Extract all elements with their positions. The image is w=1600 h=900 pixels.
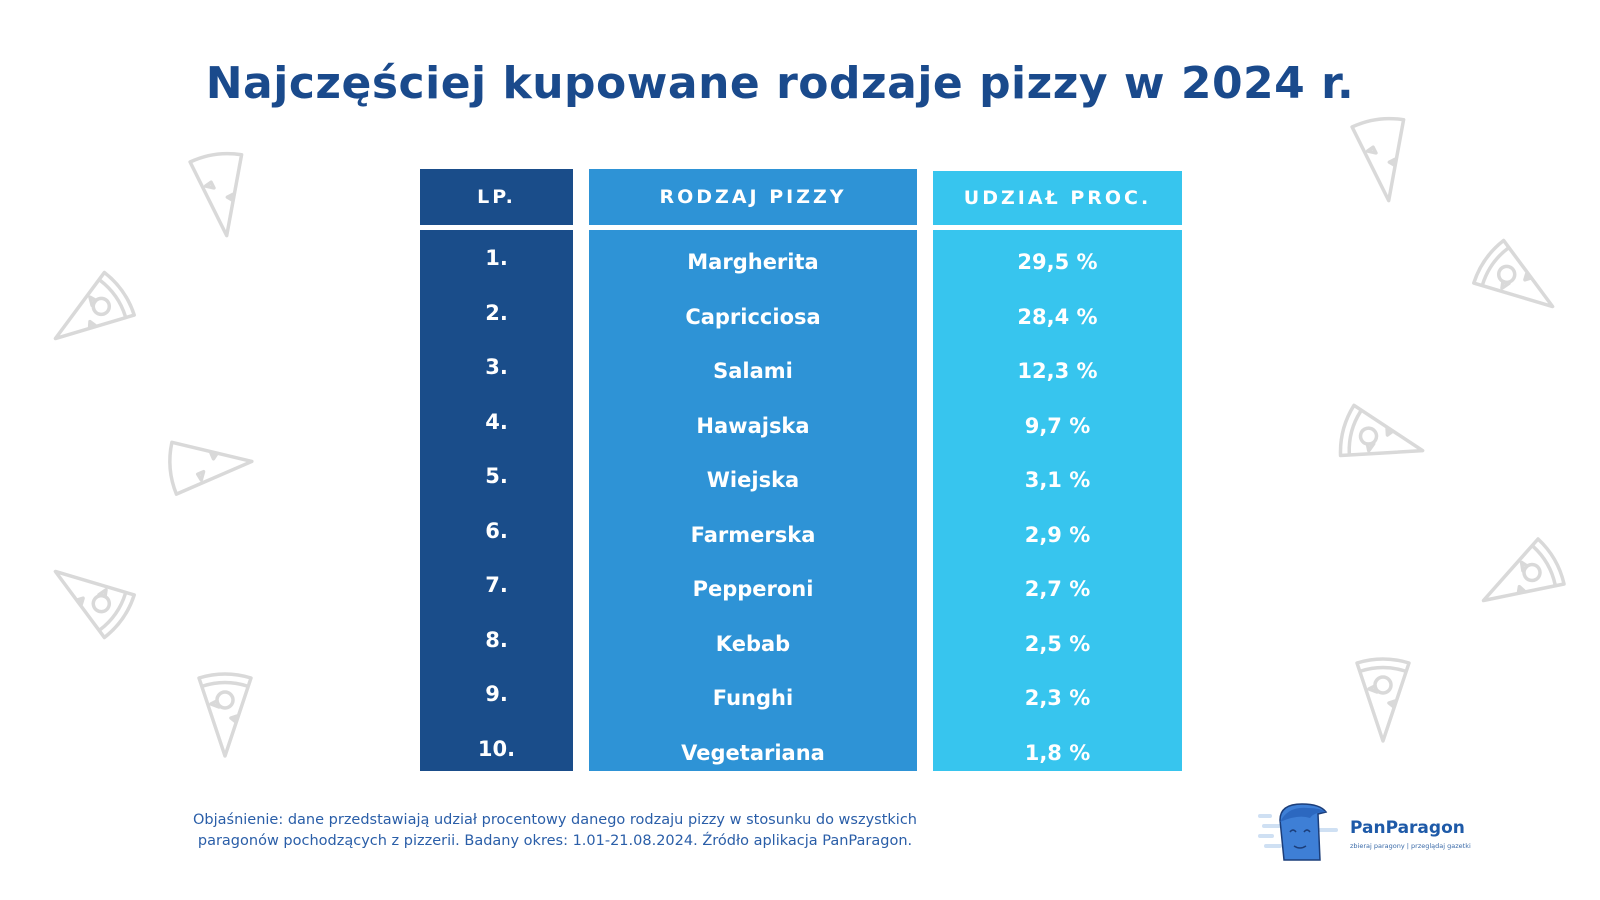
rank-cell: 2.: [485, 300, 508, 325]
pizza-slice-icon: [26, 532, 151, 657]
pizza-name-cell: Kebab: [715, 631, 791, 656]
pizza-name-cell: Capricciosa: [685, 304, 821, 329]
rank-cell: 3.: [485, 355, 508, 379]
share-cell: 2,9 %: [1024, 522, 1091, 547]
pizza-slice-icon: [170, 144, 272, 246]
pizza-name-cell: Farmerska: [690, 522, 816, 547]
pizza-name-cell: Hawajska: [696, 413, 810, 438]
pizza-slice-icon: [26, 252, 151, 377]
pizza-name-cell: Wiejska: [706, 468, 800, 492]
pizza-slice-icon: [1338, 655, 1428, 745]
pizza-slice-icon: [180, 670, 270, 760]
share-cell: 3,1 %: [1024, 468, 1091, 492]
pizza-name-cell: Salami: [713, 359, 793, 383]
footnote-line-2: paragonów pochodzących z pizzerii. Badan…: [197, 833, 913, 849]
share-cell: 12,3 %: [1017, 359, 1098, 383]
logo-brand-name: PanParagon: [1350, 818, 1465, 838]
footnote-line-1: Objaśnienie: dane przedstawiają udział p…: [192, 812, 917, 828]
rank-cell: 4.: [485, 409, 508, 434]
pizza-slice-icon: [1332, 109, 1434, 211]
pizza-name-cell: Vegetariana: [681, 740, 825, 765]
share-cell: 2,5 %: [1024, 631, 1091, 656]
rank-cell: 10.: [477, 736, 516, 761]
pizza-type-header: RODZAJ PIZZY: [589, 169, 917, 225]
pizza-slice-icon: [1458, 519, 1581, 642]
share-cell: 2,3 %: [1024, 686, 1091, 710]
rank-cell: 8.: [485, 627, 508, 652]
pizza-slice-icon: [162, 416, 260, 514]
share-cell: 9,7 %: [1024, 413, 1091, 438]
rank-cell: 7.: [485, 573, 508, 597]
share-column-body: 29,5 % 28,4 % 12,3 % 9,7 % 3,1 % 2,9 % 2,7 % 2,…: [933, 230, 1182, 771]
footnote: Objaśnienie: dane przedstawiają udział p…: [160, 810, 950, 852]
share-cell: 29,5 %: [1017, 250, 1098, 274]
pizza-slice-icon: [1456, 220, 1581, 345]
panparagon-logo: PanParagon zbieraj paragony | przeglądaj…: [1258, 800, 1471, 866]
pizza-name-cell: Funghi: [712, 686, 794, 710]
pizza-type-column-body: Margherita Capricciosa Salami Hawajska Wiejs…: [589, 230, 917, 771]
rank-cell: 5.: [485, 464, 508, 488]
pizza-name-cell: Margherita: [687, 250, 819, 274]
share-cell: 1,8 %: [1024, 740, 1091, 765]
pizza-slice-icon: [1328, 385, 1438, 495]
page-title: Najczęściej kupowane rodzaje pizzy w 202…: [205, 58, 1355, 109]
share-cell: 2,7 %: [1024, 577, 1091, 601]
rank-header: LP.: [420, 169, 573, 225]
pizza-name-cell: Pepperoni: [692, 577, 814, 601]
rank-cell: 1.: [485, 246, 508, 270]
rank-cell: 6.: [485, 518, 508, 543]
mascot-face-icon: [1258, 803, 1338, 861]
rank-column-body: 1. 2. 3. 4. 5. 6. 7. 8. 9. 10.: [420, 230, 573, 771]
rank-cell: 9.: [485, 682, 508, 706]
logo-tagline: zbieraj paragony | przeglądaj gazetki: [1350, 842, 1471, 850]
share-cell: 28,4 %: [1017, 304, 1098, 329]
share-header: UDZIAŁ PROC.: [933, 171, 1182, 225]
